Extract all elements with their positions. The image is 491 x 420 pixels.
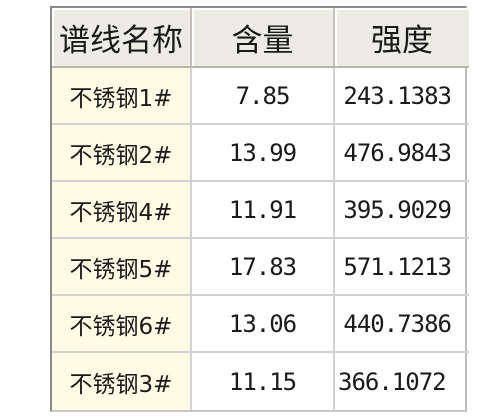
table-cell-strength[interactable]: 440.7386 bbox=[335, 296, 469, 353]
table-cell-content[interactable]: 17.83 bbox=[192, 239, 335, 296]
table-cell-name[interactable]: 不锈钢3# bbox=[52, 353, 192, 410]
table-cell-strength[interactable]: 476.9843 bbox=[335, 125, 469, 182]
column-header-line-name[interactable]: 谱线名称 bbox=[52, 8, 192, 68]
column-header-strength[interactable]: 强度 bbox=[335, 8, 469, 68]
table-cell-strength[interactable]: 571.1213 bbox=[335, 239, 469, 296]
table-cell-content[interactable]: 13.99 bbox=[192, 125, 335, 182]
table-cell-content[interactable]: 11.15 bbox=[192, 353, 335, 410]
table-cell-name[interactable]: 不锈钢4# bbox=[52, 182, 192, 239]
data-table: 谱线名称 含量 强度 不锈钢1# 7.85 243.1383 不锈钢2# 13.… bbox=[50, 6, 469, 412]
table-cell-content[interactable]: 13.06 bbox=[192, 296, 335, 353]
table-cell-strength[interactable]: 243.1383 bbox=[335, 68, 469, 125]
table-cell-name[interactable]: 不锈钢6# bbox=[52, 296, 192, 353]
table-cell-name[interactable]: 不锈钢5# bbox=[52, 239, 192, 296]
table-cell-name[interactable]: 不锈钢2# bbox=[52, 125, 192, 182]
table-cell-strength[interactable]: 395.9029 bbox=[335, 182, 469, 239]
table-cell-content[interactable]: 7.85 bbox=[192, 68, 335, 125]
table-cell-name[interactable]: 不锈钢1# bbox=[52, 68, 192, 125]
table-cell-content[interactable]: 11.91 bbox=[192, 182, 335, 239]
column-header-content[interactable]: 含量 bbox=[192, 8, 335, 68]
table-cell-strength[interactable]: 366.1072 bbox=[338, 367, 447, 396]
